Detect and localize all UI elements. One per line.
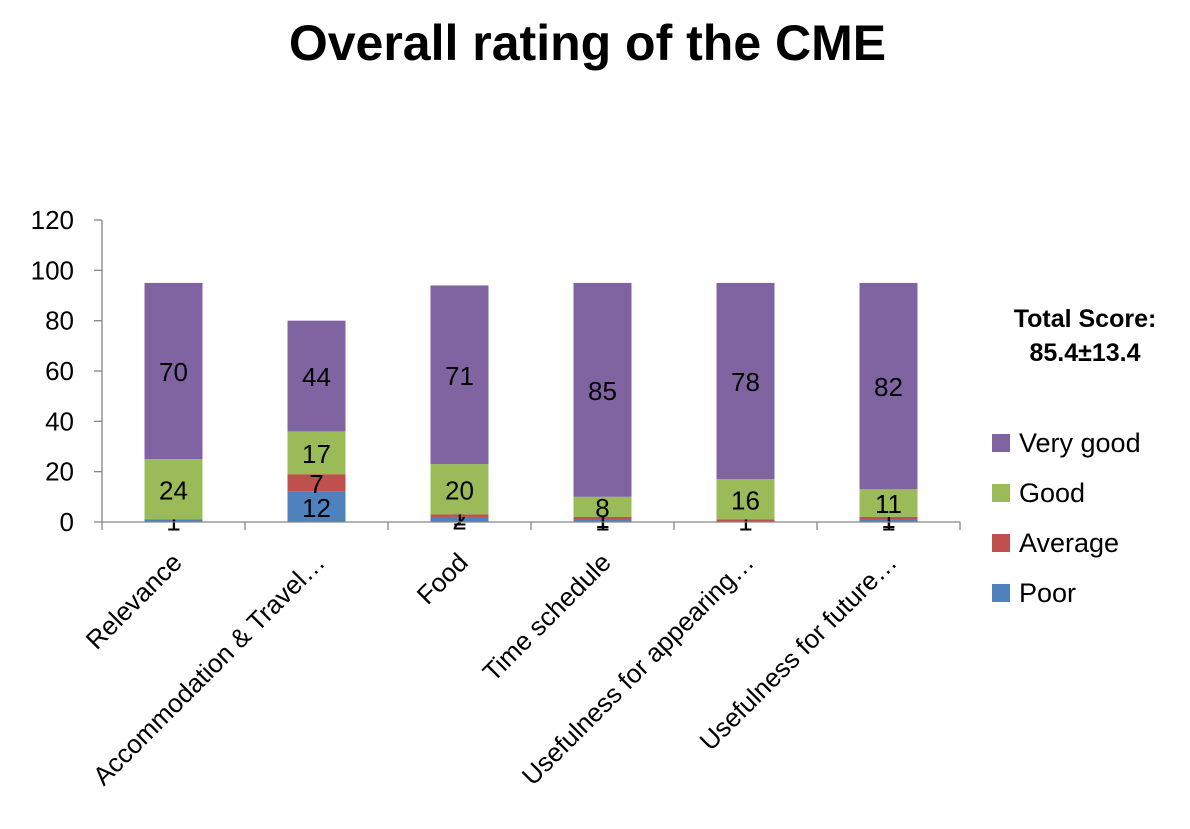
legend-item-poor: Poor: [992, 568, 1141, 618]
data-label: 44: [302, 362, 331, 392]
legend-item-average: Average: [992, 518, 1141, 568]
bar-segment-very-good: [859, 282, 918, 490]
data-label: 78: [731, 367, 760, 397]
bar-segment-poor: [859, 519, 918, 522]
bar-segment-poor: [430, 516, 489, 522]
data-label: 17: [302, 439, 331, 469]
bar-segment-average: [716, 519, 775, 522]
data-label: 71: [445, 361, 474, 391]
data-label: 11: [875, 489, 902, 519]
data-label: 82: [874, 372, 903, 402]
bar-segment-good: [144, 459, 203, 520]
bar-segment-good: [430, 464, 489, 515]
legend-label: Average: [1019, 527, 1120, 558]
total-score-value: 85.4±13.4: [1029, 339, 1141, 367]
bar-segment-average: [859, 516, 918, 520]
legend-item-very-good: Very good: [992, 418, 1141, 468]
legend-label: Poor: [1019, 577, 1077, 608]
x-category-label: Accommodation & Travel…: [87, 547, 331, 791]
bar-segment-good: [573, 496, 632, 517]
bar-segment-very-good: [430, 285, 489, 465]
total-score-annotation: Total Score: 85.4±13.4: [985, 302, 1185, 370]
legend-swatch: [992, 434, 1010, 452]
y-tick-label: 80: [45, 306, 74, 336]
bar-segment-average: [430, 514, 489, 517]
y-tick-label: 20: [45, 457, 74, 487]
data-label: 12: [302, 493, 331, 523]
y-tick-label: 0: [60, 507, 74, 537]
total-score-label: Total Score:: [1013, 305, 1157, 333]
bar-segment-good: [859, 489, 918, 517]
bar-segment-poor: [144, 519, 203, 522]
data-label: 70: [159, 357, 188, 387]
data-label: 7: [309, 469, 323, 499]
bar-segment-poor: [287, 491, 346, 522]
data-label: 20: [445, 475, 474, 505]
legend-swatch: [992, 534, 1010, 552]
data-label: 85: [588, 376, 617, 406]
legend-swatch: [992, 584, 1010, 602]
bar-segment-good: [716, 479, 775, 520]
bar-segment-very-good: [144, 282, 203, 460]
data-label: 8: [595, 493, 609, 523]
legend-item-good: Good: [992, 468, 1141, 518]
bar-segment-very-good: [573, 282, 632, 497]
x-category-label: Food: [411, 547, 474, 610]
bar-segment-very-good: [287, 320, 346, 432]
bar-segment-poor: [573, 519, 632, 522]
y-tick-label: 100: [31, 255, 74, 285]
chart-title: Overall rating of the CME: [288, 15, 887, 71]
y-tick-label: 60: [45, 356, 74, 386]
y-tick-label: 40: [45, 406, 74, 436]
bar-segment-very-good: [716, 282, 775, 480]
legend-label: Very good: [1019, 427, 1141, 458]
legend-swatch: [992, 484, 1010, 502]
chart-legend: Very good Good Average Poor: [992, 418, 1141, 618]
y-tick-label: 120: [31, 205, 74, 235]
bar-segment-average: [573, 516, 632, 520]
x-category-label: Relevance: [80, 547, 188, 655]
bar-segment-average: [287, 474, 346, 492]
x-category-label: Usefulness for appearing…: [516, 547, 760, 791]
bar-segment-good: [287, 431, 346, 475]
data-label: 16: [731, 485, 760, 515]
x-category-label: Time schedule: [477, 547, 617, 687]
data-label: 24: [159, 475, 188, 505]
legend-label: Good: [1019, 477, 1086, 508]
